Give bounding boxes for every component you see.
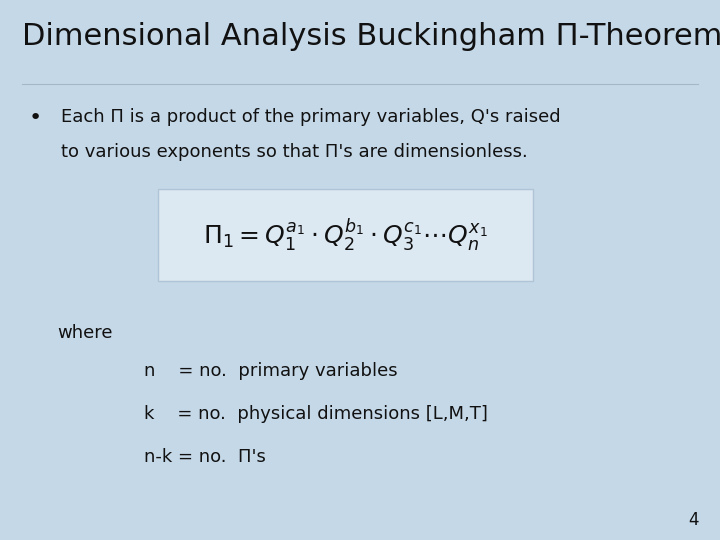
Text: Dimensional Analysis Buckingham Π-Theorem: Dimensional Analysis Buckingham Π-Theore… [22,22,720,51]
Text: k    = no.  physical dimensions [L,M,T]: k = no. physical dimensions [L,M,T] [144,405,488,423]
Text: •: • [29,108,42,128]
Text: where: where [58,324,113,342]
Text: n-k = no.  Π's: n-k = no. Π's [144,448,266,466]
Text: 4: 4 [688,511,698,529]
Text: to various exponents so that Π's are dimensionless.: to various exponents so that Π's are dim… [61,143,528,161]
Text: n    = no.  primary variables: n = no. primary variables [144,362,397,380]
Text: Each Π is a product of the primary variables, Q's raised: Each Π is a product of the primary varia… [61,108,561,126]
Text: $\Pi_1 = Q_1^{a_1} \cdot Q_2^{b_1} \cdot Q_3^{c_1} \cdots Q_n^{x_1}$: $\Pi_1 = Q_1^{a_1} \cdot Q_2^{b_1} \cdot… [203,216,488,254]
FancyBboxPatch shape [158,189,533,281]
